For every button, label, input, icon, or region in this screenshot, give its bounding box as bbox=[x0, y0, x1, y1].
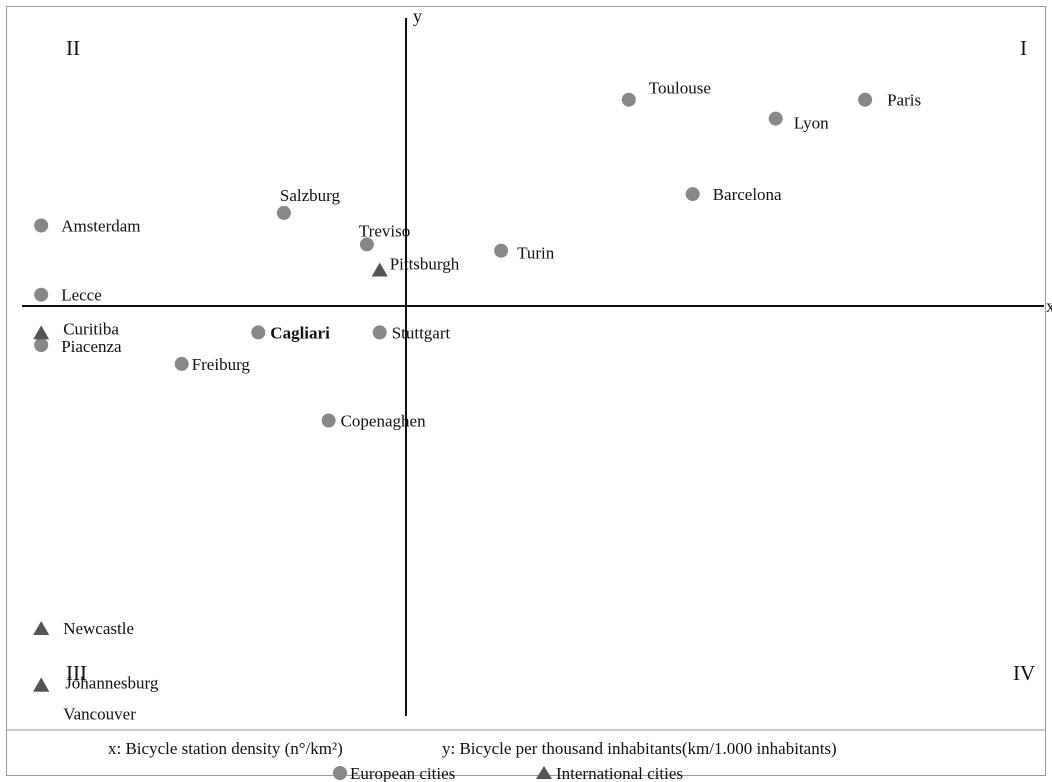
point-lecce bbox=[34, 287, 49, 302]
point-label-vancouver: Vancouver bbox=[63, 705, 136, 724]
y-axis-description: y: Bicycle per thousand inhabitants(km/1… bbox=[442, 739, 837, 758]
point-piacenza bbox=[34, 338, 49, 352]
point-label-lecce: Lecce bbox=[61, 286, 102, 305]
point-stuttgart bbox=[372, 325, 387, 340]
data-marks: Toulouse Paris Lyon Barcelona Salzburg Amster… bbox=[33, 79, 921, 724]
point-label-curitiba: Curitiba bbox=[63, 319, 119, 338]
legend-marker-european bbox=[333, 766, 347, 780]
quadrant-label-II: II bbox=[66, 36, 80, 60]
quadrant-label-IV: IV bbox=[1013, 661, 1035, 685]
point-copenaghen bbox=[321, 413, 336, 428]
point-newcastle bbox=[33, 621, 50, 635]
point-vancouver bbox=[33, 677, 50, 692]
point-label-toulouse: Toulouse bbox=[649, 79, 711, 98]
point-label-salzburg: Salzburg bbox=[280, 186, 341, 205]
point-freiburg bbox=[174, 356, 189, 371]
legend-label-international: International cities bbox=[556, 764, 683, 782]
point-label-johannesburg: Johannesburg bbox=[65, 674, 159, 693]
point-label-barcelona: Barcelona bbox=[713, 185, 782, 204]
legend-label-european: European cities bbox=[350, 764, 455, 782]
point-salzburg bbox=[276, 205, 291, 220]
point-label-treviso: Treviso bbox=[359, 221, 410, 240]
point-toulouse bbox=[621, 92, 636, 107]
point-label-paris: Paris bbox=[887, 91, 921, 110]
point-label-piacenza: Piacenza bbox=[61, 337, 122, 356]
y-axis-letter: y bbox=[413, 6, 422, 26]
point-turin bbox=[494, 243, 509, 258]
point-label-copenaghen: Copenaghen bbox=[341, 412, 426, 431]
quadrant-label-III: III bbox=[66, 661, 87, 685]
chart-frame bbox=[6, 6, 1046, 776]
point-curitiba bbox=[33, 325, 50, 340]
point-label-freiburg: Freiburg bbox=[192, 355, 251, 374]
point-label-cagliari: Cagliari bbox=[270, 323, 330, 342]
point-paris bbox=[858, 92, 873, 107]
point-label-stuttgart: Stuttgart bbox=[392, 323, 451, 342]
point-amsterdam bbox=[34, 218, 49, 233]
point-label-turin: Turin bbox=[517, 244, 555, 263]
point-cagliari bbox=[251, 325, 266, 340]
point-treviso bbox=[359, 237, 374, 252]
x-axis-letter: x bbox=[1046, 296, 1052, 316]
point-lyon bbox=[768, 111, 783, 126]
point-barcelona bbox=[685, 187, 700, 202]
x-axis-description: x: Bicycle station density (n°/km²) bbox=[108, 739, 343, 758]
point-label-lyon: Lyon bbox=[794, 114, 829, 133]
point-label-newcastle: Newcastle bbox=[63, 619, 134, 638]
point-label-pittsburgh: Pittsburgh bbox=[390, 255, 460, 274]
point-label-amsterdam: Amsterdam bbox=[61, 217, 140, 236]
legend-marker-international bbox=[536, 766, 552, 779]
quadrant-label-I: I bbox=[1020, 36, 1027, 60]
point-pittsburgh bbox=[371, 262, 388, 277]
